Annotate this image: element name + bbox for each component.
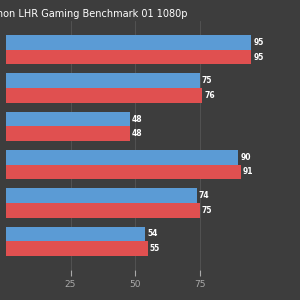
Bar [6,50,251,64]
Bar [6,112,130,126]
Bar [6,227,145,241]
Text: 74: 74 [199,191,210,200]
Bar [6,74,200,88]
Bar [6,126,130,141]
Text: 91: 91 [243,167,253,176]
Bar [6,188,197,203]
Text: 75: 75 [202,76,212,85]
Text: 54: 54 [147,230,158,238]
Text: 76: 76 [204,91,215,100]
Bar [6,35,251,50]
Text: 48: 48 [132,115,142,124]
Text: 48: 48 [132,129,142,138]
Text: 95: 95 [253,52,263,62]
Text: 95: 95 [253,38,263,47]
Text: LHR vs non LHR Gaming Benchmark 01 1080p: LHR vs non LHR Gaming Benchmark 01 1080p [0,9,187,19]
Bar [6,241,148,256]
Bar [6,88,202,103]
Bar [6,203,200,218]
Bar [6,150,238,165]
Bar [6,165,241,179]
Text: 75: 75 [202,206,212,215]
Text: 55: 55 [150,244,160,253]
Text: 90: 90 [240,153,251,162]
